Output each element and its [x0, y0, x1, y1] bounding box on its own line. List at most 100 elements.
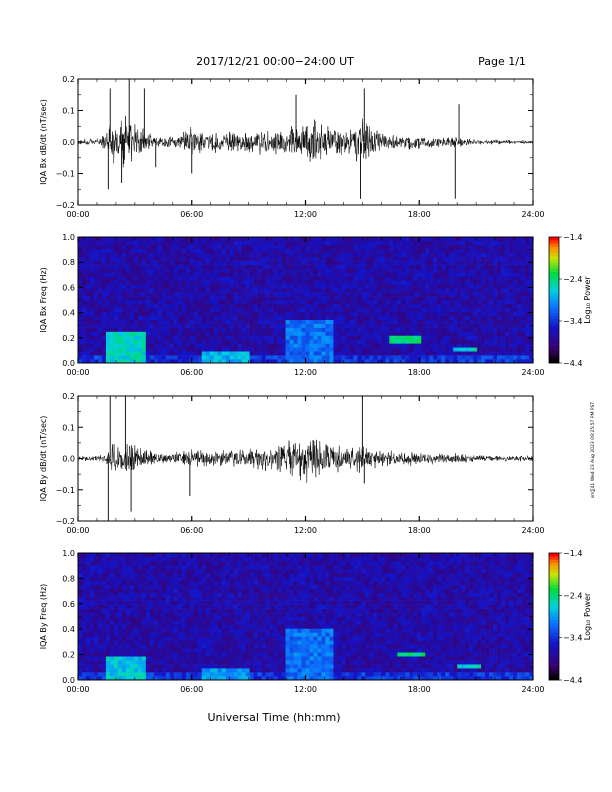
spectrogram-cell — [385, 311, 390, 317]
spectrogram-cell — [173, 632, 179, 637]
spectrogram-cell — [209, 343, 214, 348]
spectrogram-cell — [81, 237, 87, 242]
spectrogram-cell — [97, 640, 103, 645]
spectrogram-cell — [525, 296, 530, 301]
spectrogram-cell — [193, 315, 199, 320]
spectrogram-cell — [469, 256, 474, 261]
spectrogram-cell — [189, 292, 195, 297]
spectrogram-cell — [105, 656, 111, 661]
spectrogram-cell — [481, 351, 486, 356]
spectrogram-cell — [529, 315, 534, 320]
spectrogram-cell — [325, 347, 330, 352]
spectrogram-cell — [129, 335, 135, 340]
spectrogram-cell — [409, 323, 414, 328]
spectrogram-cell — [101, 296, 107, 301]
spectrogram-cell — [425, 284, 430, 289]
spectrogram-cell — [129, 355, 135, 360]
spectrogram-cell — [305, 276, 310, 281]
spectrogram-cell — [361, 284, 366, 289]
spectrogram-cell — [401, 260, 406, 265]
spectrogram-cell — [241, 343, 246, 348]
spectrogram-cell — [141, 355, 147, 360]
spectrogram-cell — [341, 319, 346, 324]
spectrogram-cell — [85, 648, 91, 653]
spectrogram-cell — [377, 339, 382, 344]
spectrogram-cell — [277, 268, 282, 273]
spectrogram-cell — [441, 237, 446, 242]
spectrogram-cell — [97, 564, 103, 570]
spectrogram-cell — [417, 303, 422, 309]
spectrogram-cell — [177, 339, 183, 344]
spectrogram-cell — [393, 256, 398, 261]
spectrogram-cell — [401, 240, 406, 246]
spectrogram-cell — [501, 248, 506, 254]
spectrogram-cell — [193, 260, 199, 265]
spectrogram-cell — [217, 355, 222, 360]
spectrogram-cell — [117, 296, 123, 301]
spectrogram-cell — [145, 237, 151, 242]
spectrogram-cell — [125, 576, 131, 582]
spectrogram-cell — [165, 592, 171, 597]
spectrogram-cell — [237, 240, 242, 246]
spectrogram-cell — [157, 288, 163, 293]
spectrogram-cell — [381, 303, 386, 309]
spectrogram-cell — [517, 339, 522, 344]
spectrogram-cell — [209, 272, 214, 277]
spectrogram-cell — [177, 668, 183, 673]
spectrogram-cell — [517, 311, 522, 317]
spectrogram-cell — [193, 648, 199, 653]
spectrogram-cell — [453, 256, 458, 261]
spectrogram-cell — [421, 343, 426, 348]
spectrogram-cell — [281, 311, 286, 317]
spectrogram-cell — [373, 256, 378, 261]
spectrogram-cell — [125, 556, 131, 562]
spectrogram-cell — [237, 264, 242, 269]
spectrogram-cell — [85, 588, 91, 593]
spectrogram-cell — [237, 268, 242, 273]
spectrogram-cell — [78, 276, 83, 281]
spectrogram-cell — [341, 276, 346, 281]
spectrogram-cell — [213, 347, 218, 352]
spectrogram-cell — [469, 319, 474, 324]
spectrogram-cell — [389, 300, 394, 305]
spectrogram-cell — [97, 237, 103, 242]
spectrogram-cell — [349, 276, 354, 281]
spectrogram-cell — [261, 284, 266, 289]
spectrogram-cell — [105, 600, 111, 605]
spectrogram-cell — [421, 359, 426, 364]
spectrogram-cell — [237, 343, 242, 348]
spectrogram-cell — [173, 672, 179, 677]
spectrogram-cell — [405, 244, 410, 250]
spectrogram-cell — [481, 359, 486, 364]
spectrogram-cell — [81, 596, 87, 601]
spectrogram-cell — [157, 612, 163, 617]
spectrogram-cell — [189, 276, 195, 281]
spectrogram-cell — [285, 276, 290, 281]
spectrogram-cell — [385, 244, 390, 250]
spectrogram-cell — [337, 351, 342, 356]
spectrogram-cell — [101, 652, 107, 657]
spectrogram-cell — [141, 553, 147, 558]
spectrogram-cell — [225, 264, 230, 269]
spectrogram-cell — [89, 359, 95, 364]
spectrogram-cell — [449, 339, 454, 344]
spectrogram-cell — [101, 307, 107, 313]
spectrogram-cell — [109, 596, 115, 601]
spectrogram-cell — [505, 284, 510, 289]
spectrogram-cell — [145, 624, 151, 629]
spectrogram-cell — [137, 280, 143, 285]
spectrogram-cell — [141, 584, 147, 590]
spectrogram-cell — [497, 323, 502, 328]
spectrogram-cell — [257, 276, 262, 281]
spectrogram-cell — [93, 359, 99, 364]
spectrogram-cell — [149, 604, 155, 609]
spectrogram-cell — [373, 280, 378, 285]
spectrogram-cell — [105, 564, 111, 570]
spectrogram-cell — [169, 644, 175, 649]
spectrogram-cell — [78, 592, 83, 597]
spectrogram-cell — [477, 292, 482, 297]
spectrogram-cell — [181, 276, 187, 281]
spectrogram-cell — [169, 568, 175, 574]
spectrogram-cell — [189, 584, 195, 590]
